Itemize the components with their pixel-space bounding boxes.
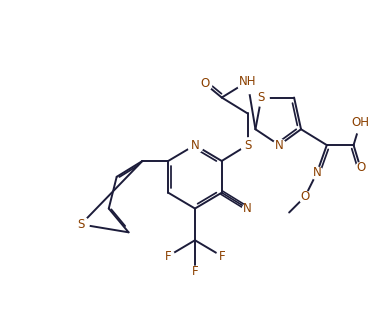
Text: N: N xyxy=(243,202,252,215)
Text: F: F xyxy=(165,249,171,263)
Text: F: F xyxy=(218,249,225,263)
Text: OH: OH xyxy=(352,116,369,129)
Text: S: S xyxy=(258,91,265,104)
Text: O: O xyxy=(200,77,210,90)
Text: F: F xyxy=(192,265,198,279)
Text: S: S xyxy=(77,218,85,231)
Text: N: N xyxy=(191,139,199,151)
Text: N: N xyxy=(313,166,321,179)
Text: N: N xyxy=(275,139,284,151)
Text: O: O xyxy=(356,162,365,174)
Text: S: S xyxy=(244,139,251,151)
Text: NH: NH xyxy=(239,75,256,88)
Text: O: O xyxy=(300,190,310,203)
